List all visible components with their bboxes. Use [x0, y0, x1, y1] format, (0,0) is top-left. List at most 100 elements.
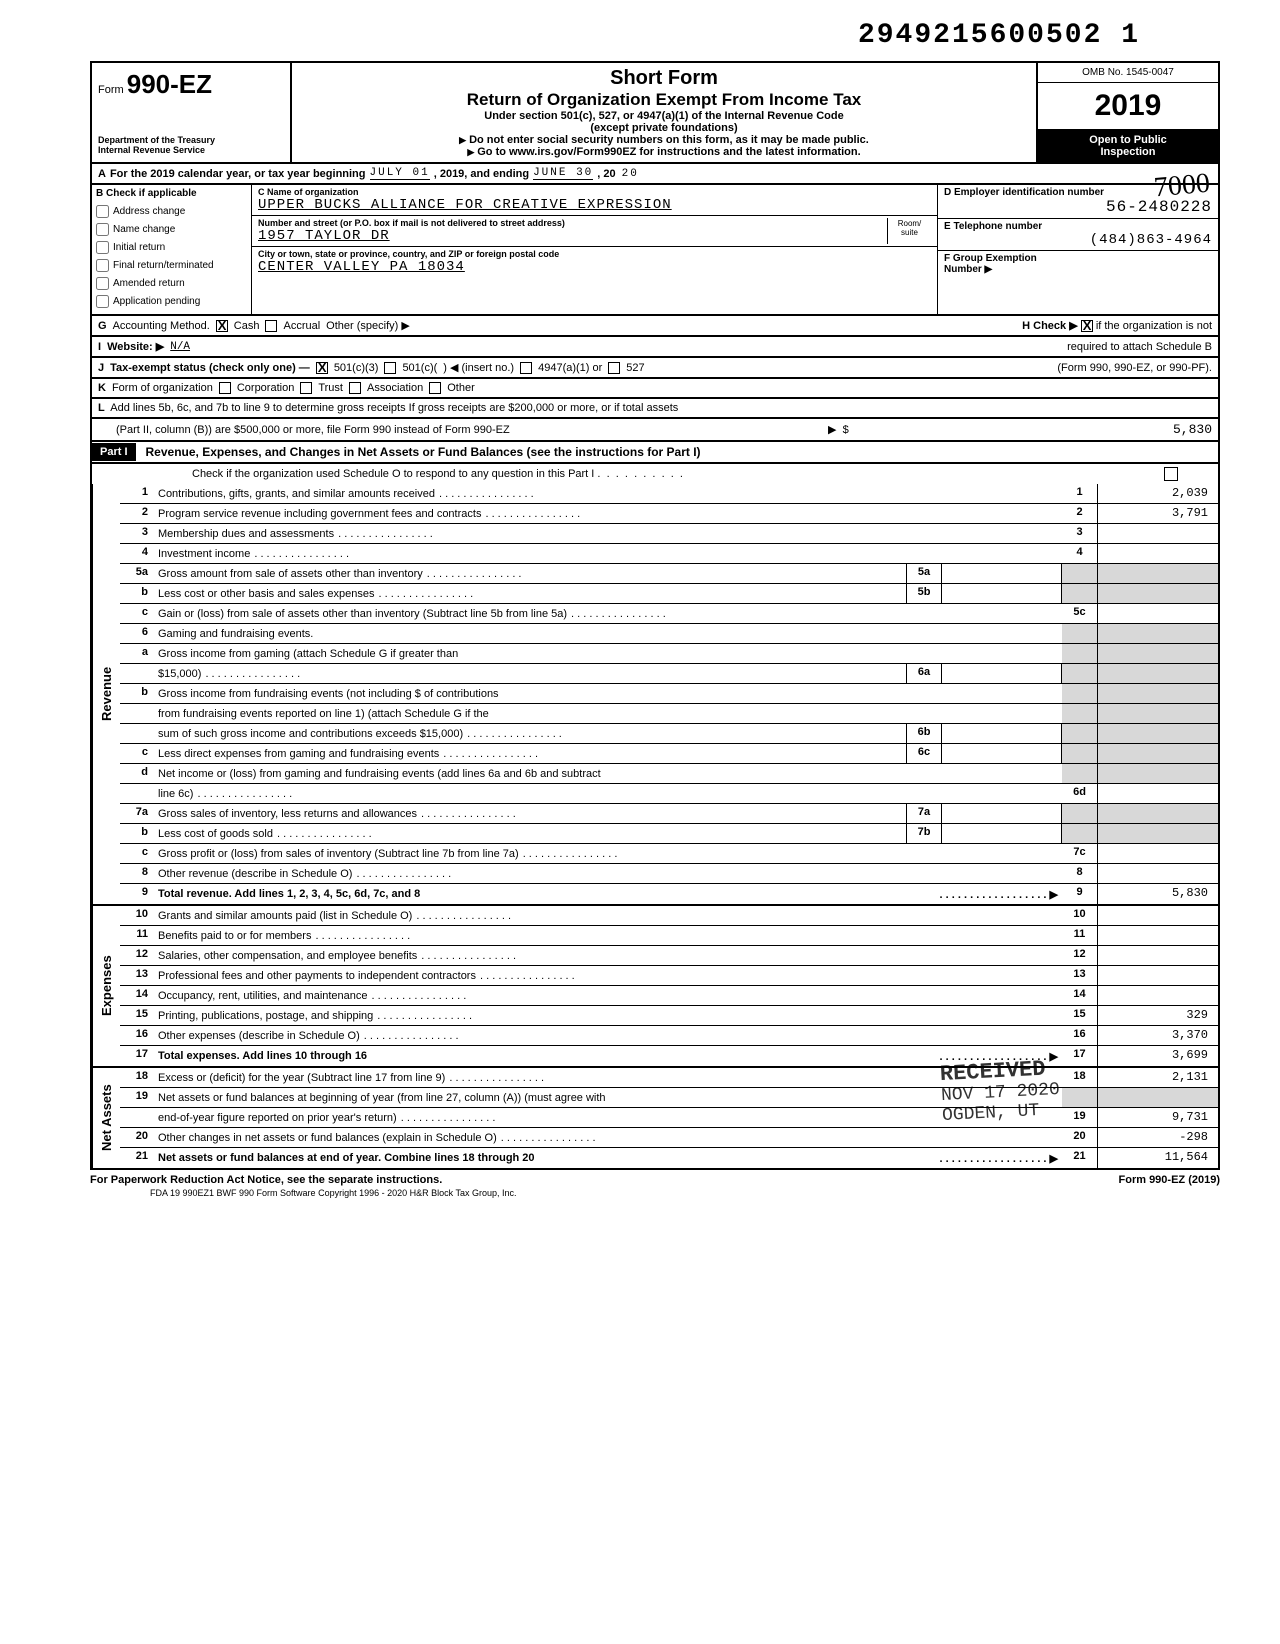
end-line-number: 13: [1062, 966, 1098, 985]
end-value: 11,564: [1098, 1148, 1218, 1168]
chk-4947[interactable]: [520, 362, 532, 374]
end-line-number: 21: [1062, 1148, 1098, 1168]
chk-accrual[interactable]: [265, 320, 277, 332]
except-foundations: (except private foundations): [298, 122, 1030, 134]
line-number: c: [120, 744, 154, 763]
line-number: 2: [120, 504, 154, 523]
line-number: 8: [120, 864, 154, 883]
chk-527[interactable]: [608, 362, 620, 374]
chk-application-pending[interactable]: Application pending: [96, 293, 247, 311]
line-number: b: [120, 584, 154, 603]
return-title: Return of Organization Exempt From Incom…: [298, 90, 1030, 110]
end-value: [1098, 584, 1218, 603]
end-value: [1098, 906, 1218, 925]
end-value: [1098, 724, 1218, 743]
chk-trust[interactable]: [300, 382, 312, 394]
org-name: UPPER BUCKS ALLIANCE FOR CREATIVE EXPRES…: [258, 197, 931, 213]
line-text: $15,000) . . . . . . . . . . . . . . . .: [154, 664, 906, 683]
line-row: 12Salaries, other compensation, and empl…: [120, 946, 1218, 966]
line-text: Other revenue (describe in Schedule O) .…: [154, 864, 1062, 883]
line-text: Net assets or fund balances at end of ye…: [154, 1148, 1062, 1168]
chk-501c3[interactable]: [316, 362, 328, 374]
mid-line-number: 7a: [906, 804, 942, 823]
row-a-mid: , 2019, and ending: [434, 168, 529, 180]
line-row: 13Professional fees and other payments t…: [120, 966, 1218, 986]
chk-501c[interactable]: [384, 362, 396, 374]
chk-amended-return[interactable]: Amended return: [96, 275, 247, 293]
mid-value: [942, 804, 1062, 823]
line-number: [120, 664, 154, 683]
mid-value: [942, 744, 1062, 763]
treasury-dept: Department of the Treasury Internal Reve…: [98, 136, 284, 156]
ein-value: 56-2480228: [944, 198, 1212, 216]
h-tail3: (Form 990, 990-EZ, or 990-PF).: [1057, 362, 1212, 374]
inspection-label: Inspection: [1040, 146, 1216, 158]
end-value: [1098, 966, 1218, 985]
line-row: bLess cost or other basis and sales expe…: [120, 584, 1218, 604]
k-label: Form of organization: [112, 382, 213, 394]
chk-address-change[interactable]: Address change: [96, 203, 247, 221]
end-value: [1098, 564, 1218, 583]
line-text: Gaming and fundraising events.: [154, 624, 1062, 643]
end-value-shaded: [1098, 704, 1218, 723]
line-row: 20Other changes in net assets or fund ba…: [120, 1128, 1218, 1148]
line-row: 17Total expenses. Add lines 10 through 1…: [120, 1046, 1218, 1066]
chk-initial-return[interactable]: Initial return: [96, 239, 247, 257]
line-number: d: [120, 764, 154, 783]
mid-value: [942, 724, 1062, 743]
form-end: Form 990-EZ (2019): [1119, 1174, 1221, 1186]
j-label: Tax-exempt status (check only one) —: [110, 362, 310, 374]
chk-cash[interactable]: [216, 320, 228, 332]
expenses-section: Expenses 10Grants and similar amounts pa…: [90, 906, 1220, 1068]
line-text: Gross sales of inventory, less returns a…: [154, 804, 906, 823]
line-row: $15,000) . . . . . . . . . . . . . . . .…: [120, 664, 1218, 684]
line-row: 8Other revenue (describe in Schedule O) …: [120, 864, 1218, 884]
g-label: Accounting Method.: [113, 320, 210, 332]
netassets-section: Net Assets 18Excess or (deficit) for the…: [90, 1068, 1220, 1170]
netassets-side-label: Net Assets: [92, 1068, 120, 1168]
end-value: [1098, 824, 1218, 843]
line-row: cGross profit or (loss) from sales of in…: [120, 844, 1218, 864]
part1-tag: Part I: [92, 443, 136, 461]
part1-checkbox[interactable]: [1164, 467, 1178, 481]
chk-name-change[interactable]: Name change: [96, 221, 247, 239]
line-text: Gross income from fundraising events (no…: [154, 684, 1062, 703]
501c3-label: 501(c)(3): [334, 362, 379, 374]
website-value: N/A: [170, 341, 190, 353]
end-box-shaded: [1062, 624, 1098, 643]
goto-link: Go to www.irs.gov/Form990EZ for instruct…: [298, 146, 1030, 158]
line-row: from fundraising events reported on line…: [120, 704, 1218, 724]
line-text: Total revenue. Add lines 1, 2, 3, 4, 5c,…: [154, 884, 1062, 904]
f-label2: Number ▶: [944, 264, 1212, 275]
line-number: 1: [120, 484, 154, 503]
title-col: Short Form Return of Organization Exempt…: [292, 63, 1038, 162]
line-number: 20: [120, 1128, 154, 1147]
line-row: 2Program service revenue including gover…: [120, 504, 1218, 524]
line-text: end-of-year figure reported on prior yea…: [154, 1108, 1062, 1127]
line-row: 1Contributions, gifts, grants, and simil…: [120, 484, 1218, 504]
chk-association[interactable]: [349, 382, 361, 394]
gross-receipts-amount: 5,830: [1173, 422, 1212, 437]
paperwork-notice: For Paperwork Reduction Act Notice, see …: [90, 1174, 442, 1186]
city-label: City or town, state or province, country…: [258, 249, 931, 259]
chk-other-org[interactable]: [429, 382, 441, 394]
end-line-number: [1062, 804, 1098, 823]
row-l-gross-receipts: L Add lines 5b, 6c, and 7b to line 9 to …: [90, 399, 1220, 419]
h-tail2: required to attach Schedule B: [1067, 341, 1212, 353]
end-line-number: [1062, 724, 1098, 743]
mid-line-number: 6c: [906, 744, 942, 763]
line-text: Net income or (loss) from gaming and fun…: [154, 764, 1062, 783]
mid-value: [942, 584, 1062, 603]
footer-row: For Paperwork Reduction Act Notice, see …: [90, 1170, 1220, 1186]
mid-value: [942, 824, 1062, 843]
chk-schedule-b[interactable]: [1081, 320, 1093, 332]
line-number: [120, 704, 154, 723]
line-number: b: [120, 824, 154, 843]
part1-title: Revenue, Expenses, and Changes in Net As…: [146, 442, 701, 462]
line-number: 6: [120, 624, 154, 643]
block-b-label: Check if applicable: [106, 188, 197, 199]
chk-final-return[interactable]: Final return/terminated: [96, 257, 247, 275]
line-number: 16: [120, 1026, 154, 1045]
end-box-shaded: [1062, 684, 1098, 703]
chk-corporation[interactable]: [219, 382, 231, 394]
